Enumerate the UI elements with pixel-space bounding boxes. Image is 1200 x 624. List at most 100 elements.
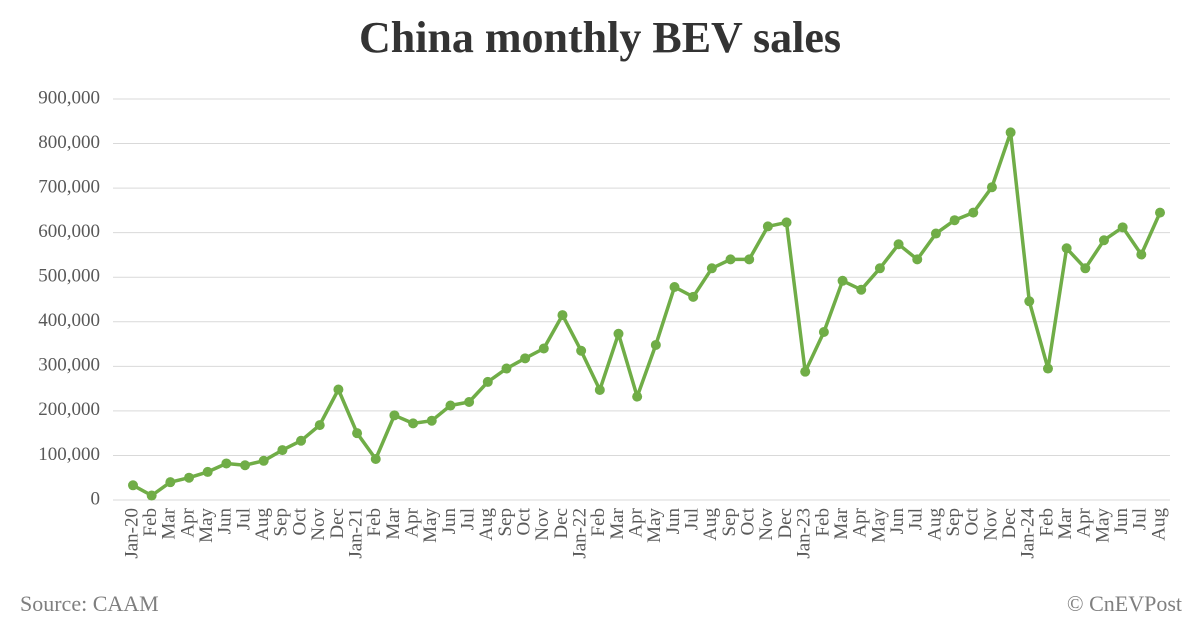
y-tick-label: 500,000	[38, 266, 100, 287]
point	[632, 391, 643, 402]
point	[464, 396, 475, 407]
point	[576, 345, 587, 356]
x-tick-label: Nov	[756, 508, 777, 541]
chart-title: China monthly BEV sales	[359, 13, 841, 62]
point	[408, 418, 419, 429]
x-tick-label: May	[420, 508, 441, 543]
point	[725, 254, 736, 265]
x-tick-label: Feb	[588, 508, 609, 537]
x-tick-label: Nov	[308, 508, 329, 541]
point	[538, 343, 549, 354]
x-tick-label: Oct	[962, 507, 983, 535]
x-tick-label: Mar	[1055, 507, 1076, 539]
x-tick-label: Apr	[1074, 507, 1095, 537]
point	[296, 435, 307, 446]
x-tick-label: Aug	[700, 508, 721, 541]
point	[1080, 263, 1091, 274]
x-tick-label: Nov	[532, 508, 553, 541]
y-tick-label: 300,000	[38, 355, 100, 376]
x-tick-label: Jun	[439, 508, 460, 535]
point	[557, 310, 568, 321]
x-tick-label: May	[644, 508, 665, 543]
point	[1024, 296, 1035, 307]
x-tick-label: Oct	[738, 507, 759, 535]
point	[221, 458, 232, 469]
point	[762, 221, 773, 232]
point	[800, 366, 811, 377]
x-tick-label: Apr	[401, 507, 422, 537]
point	[1042, 363, 1053, 374]
point	[856, 284, 867, 295]
point	[837, 275, 848, 286]
x-tick-label: Oct	[289, 507, 310, 535]
x-tick-label: May	[868, 508, 889, 543]
point	[333, 384, 344, 395]
point	[202, 466, 213, 477]
point	[370, 454, 381, 465]
x-tick-label: Jul	[906, 508, 927, 530]
point	[240, 460, 251, 471]
point	[501, 363, 512, 374]
point	[949, 215, 960, 226]
x-tick-label: May	[1092, 508, 1113, 543]
point	[277, 445, 288, 456]
x-tick-label: Jul	[233, 508, 254, 530]
x-tick-label: Oct	[513, 507, 534, 535]
point	[1098, 235, 1109, 246]
point	[893, 239, 904, 250]
x-tick-label: Apr	[626, 507, 647, 537]
x-tick-label: Jul	[457, 508, 478, 530]
x-tick-label: Sep	[271, 508, 292, 537]
x-tick-label: Mar	[831, 507, 852, 539]
x-tick-label: Feb	[812, 508, 833, 537]
point	[1155, 207, 1165, 218]
point	[874, 263, 885, 274]
point	[912, 254, 923, 265]
point	[930, 228, 941, 239]
x-tick-label: Jun	[1111, 508, 1132, 535]
x-tick-label: Aug	[1148, 508, 1169, 541]
x-tick-label: Dec	[775, 508, 796, 539]
x-tick-label: Jun	[215, 508, 236, 535]
point	[445, 400, 456, 411]
point	[1117, 222, 1128, 233]
y-tick-label: 400,000	[38, 310, 100, 331]
point	[781, 217, 792, 228]
x-tick-label: May	[196, 508, 217, 543]
credit: © CnEVPost	[1067, 591, 1182, 616]
point	[314, 420, 325, 431]
x-tick-label: Jul	[1130, 508, 1151, 530]
x-tick-label: Dec	[999, 508, 1020, 539]
point	[706, 263, 717, 274]
x-tick-label: Apr	[850, 507, 871, 537]
point	[968, 207, 979, 218]
x-tick-label: Dec	[327, 508, 348, 539]
point	[1136, 249, 1147, 260]
x-tick-label: Mar	[607, 507, 628, 539]
point	[986, 182, 997, 193]
x-tick-label: Jan-23	[794, 508, 815, 559]
y-tick-label: 600,000	[38, 221, 100, 242]
point	[146, 490, 157, 501]
x-tick-label: Jul	[682, 508, 703, 530]
point	[389, 410, 400, 421]
y-tick-label: 100,000	[38, 444, 100, 465]
point	[352, 428, 363, 439]
x-tick-label: Feb	[364, 508, 385, 537]
x-tick-label: Mar	[383, 507, 404, 539]
x-tick-label: Sep	[943, 508, 964, 537]
point	[482, 376, 493, 387]
y-tick-label: 900,000	[38, 87, 100, 108]
point	[650, 339, 661, 350]
point	[258, 455, 269, 466]
point	[1005, 127, 1016, 138]
x-tick-label: Feb	[1036, 508, 1057, 537]
x-tick-label: Jun	[663, 508, 684, 535]
point	[1061, 243, 1072, 254]
x-tick-label: Feb	[140, 508, 161, 537]
point	[184, 472, 195, 483]
point	[426, 415, 437, 426]
point	[744, 254, 755, 265]
